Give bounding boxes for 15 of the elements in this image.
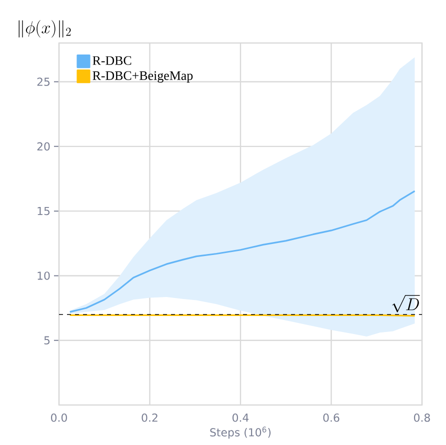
y-tick-label: 20 (37, 142, 50, 151)
y-tick-label: 25 (37, 78, 50, 86)
legend-label: R-DBC+BeigeMap (92, 71, 193, 83)
x-axis-title: Steps (10$^{6}$) (210, 426, 271, 439)
y-tick-label: 5 (44, 336, 50, 344)
legend-label: R-DBC (92, 56, 132, 65)
x-tick-label: 0.0 (51, 414, 67, 422)
x-tick-label: 0.2 (142, 414, 158, 422)
x-tick-label: 0.4 (232, 414, 249, 422)
x-tick-label: 0.6 (323, 414, 340, 422)
y-axis-title: $\|\phi(x)\|_2$ (18, 20, 71, 38)
y-tick-label: 15 (38, 207, 50, 216)
y-tick-label: 10 (38, 272, 50, 280)
x-tick-label: 0.8 (414, 414, 430, 422)
ref-line-label: $\sqrt{D}$ (392, 295, 420, 312)
